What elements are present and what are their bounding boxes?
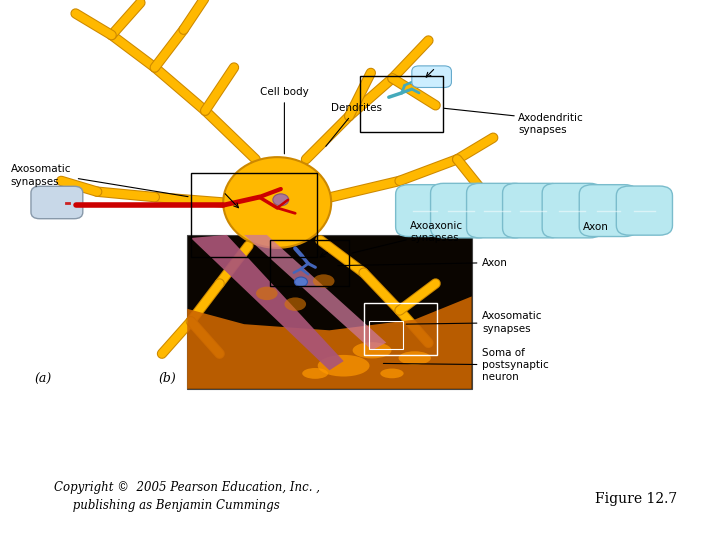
Text: Copyright ©  2005 Pearson Education, Inc. ,
     publishing as Benjamin Cummings: Copyright © 2005 Pearson Education, Inc.… [54, 481, 320, 512]
Bar [191, 173, 317, 256]
FancyBboxPatch shape [503, 184, 563, 238]
FancyBboxPatch shape [542, 184, 603, 238]
FancyBboxPatch shape [579, 185, 638, 237]
Text: Dendrites: Dendrites [325, 103, 382, 146]
Bar [364, 302, 438, 355]
Text: Axon: Axon [338, 258, 508, 268]
Text: Figure 12.7: Figure 12.7 [595, 492, 677, 507]
FancyBboxPatch shape [396, 185, 454, 237]
Bar [369, 321, 403, 349]
Ellipse shape [223, 157, 331, 248]
Ellipse shape [284, 298, 306, 311]
Polygon shape [191, 235, 343, 370]
FancyBboxPatch shape [616, 186, 672, 235]
Text: (a): (a) [35, 373, 52, 386]
Ellipse shape [380, 368, 404, 378]
Text: Axodendritic
synapses: Axodendritic synapses [518, 113, 584, 136]
Ellipse shape [273, 194, 289, 206]
Text: Cell body: Cell body [260, 87, 309, 154]
Ellipse shape [256, 287, 278, 300]
FancyBboxPatch shape [412, 66, 451, 87]
Ellipse shape [313, 274, 335, 288]
Bar [270, 240, 349, 286]
Ellipse shape [353, 342, 392, 359]
Ellipse shape [302, 368, 328, 379]
Text: Axoaxonic
synapses: Axoaxonic synapses [410, 221, 464, 244]
Text: Axon: Axon [583, 222, 609, 232]
Text: Axosomatic
synapses: Axosomatic synapses [11, 164, 71, 187]
Text: Axosomatic
synapses: Axosomatic synapses [406, 312, 543, 334]
Ellipse shape [318, 355, 369, 376]
Ellipse shape [294, 277, 307, 287]
Text: Soma of
postsynaptic
neuron: Soma of postsynaptic neuron [383, 348, 549, 382]
Polygon shape [187, 296, 472, 389]
FancyBboxPatch shape [431, 184, 491, 238]
Ellipse shape [399, 351, 431, 365]
Bar [360, 76, 443, 132]
FancyBboxPatch shape [31, 186, 83, 219]
Polygon shape [244, 235, 386, 350]
Text: (b): (b) [158, 372, 176, 384]
FancyBboxPatch shape [467, 184, 527, 238]
Bar [187, 235, 472, 389]
